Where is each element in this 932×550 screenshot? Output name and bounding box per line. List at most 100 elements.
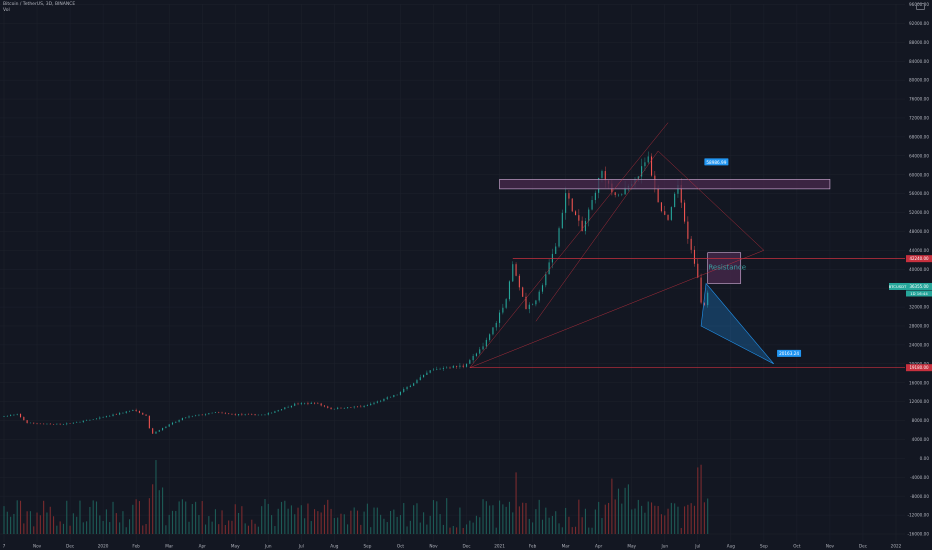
candle-body bbox=[221, 412, 223, 414]
time-tick-label: Oct bbox=[793, 544, 801, 549]
candle-body bbox=[62, 424, 65, 425]
volume-bar bbox=[274, 526, 276, 534]
volume-legend[interactable]: Vol bbox=[3, 8, 10, 13]
candle-body bbox=[3, 416, 5, 417]
volume-bar bbox=[198, 514, 200, 534]
price-tick-label: 16000.00 bbox=[909, 380, 929, 385]
wedge-line bbox=[657, 150, 765, 251]
candle-body bbox=[571, 198, 573, 212]
candle-body bbox=[195, 415, 197, 416]
candle-body bbox=[317, 403, 319, 405]
volume-bar bbox=[389, 510, 392, 534]
candle-body bbox=[53, 424, 55, 425]
volume-bar bbox=[621, 503, 623, 534]
candle-body bbox=[541, 285, 544, 292]
countdown-label: 1D 16:44 bbox=[910, 291, 928, 296]
candle-body bbox=[105, 416, 107, 418]
candle-body bbox=[211, 412, 213, 414]
volume-bar bbox=[333, 517, 335, 534]
price-badge: 19180.00 bbox=[909, 365, 929, 370]
time-tick-label: Mar bbox=[165, 544, 173, 549]
time-tick-label: Aug bbox=[727, 544, 736, 549]
candle-body bbox=[380, 400, 382, 402]
volume-bar bbox=[109, 522, 111, 534]
candle-body bbox=[584, 221, 587, 232]
volume-bar bbox=[343, 514, 345, 534]
volume-bar bbox=[363, 511, 365, 534]
candle-body bbox=[13, 414, 15, 416]
volume-bar bbox=[370, 527, 372, 534]
candle-body bbox=[446, 367, 448, 369]
volume-bar bbox=[502, 504, 504, 534]
candle-body bbox=[350, 407, 352, 408]
candle-body bbox=[323, 405, 326, 407]
price-tick-label: 32000.00 bbox=[909, 305, 929, 310]
volume-bar bbox=[376, 507, 378, 534]
time-tick-label: Apr bbox=[595, 544, 603, 549]
candle-body bbox=[19, 413, 22, 418]
volume-bar bbox=[142, 525, 144, 534]
price-tick-label: 80000.00 bbox=[909, 78, 929, 83]
price-tick-label: 12000.00 bbox=[909, 399, 929, 404]
volume-bar bbox=[383, 518, 385, 534]
candle-body bbox=[426, 372, 428, 375]
volume-bar bbox=[485, 501, 487, 534]
candle-body bbox=[39, 423, 41, 425]
volume-bar bbox=[132, 504, 134, 534]
candle-body bbox=[49, 423, 51, 425]
volume-bar bbox=[647, 501, 649, 534]
candle-body bbox=[508, 281, 511, 300]
candle-body bbox=[479, 349, 481, 354]
volume-bar bbox=[707, 498, 709, 534]
volume-bar bbox=[452, 525, 454, 534]
candle-body bbox=[56, 423, 58, 425]
candle-body bbox=[396, 394, 398, 396]
volume-bar bbox=[211, 521, 213, 534]
volume-bar bbox=[356, 510, 359, 534]
price-tick-label: 96000.00 bbox=[909, 2, 929, 7]
candle-body bbox=[264, 414, 266, 416]
candle-body bbox=[462, 365, 464, 367]
volume-bar bbox=[644, 512, 646, 534]
volume-bar bbox=[462, 527, 464, 534]
price-tick-label: 76000.00 bbox=[909, 97, 929, 102]
volume-bar bbox=[56, 525, 58, 534]
candle-body bbox=[201, 414, 203, 416]
chart-drawings: 58986.99 20163.24 Resistance bbox=[469, 122, 905, 369]
volume-bar bbox=[152, 484, 154, 534]
volume-bar bbox=[178, 501, 180, 534]
time-tick-label: Mar bbox=[562, 544, 570, 549]
chart-grid bbox=[0, 4, 905, 542]
candle-body bbox=[677, 184, 679, 194]
volume-bar bbox=[700, 464, 702, 534]
volume-bar bbox=[690, 503, 692, 534]
volume-bar bbox=[604, 504, 606, 534]
candle-body bbox=[551, 253, 553, 263]
price-tick-label: 68000.00 bbox=[909, 134, 929, 139]
volume-bar bbox=[657, 506, 659, 534]
volume-bar bbox=[313, 509, 316, 534]
volume-bar bbox=[423, 512, 425, 534]
volume-bar bbox=[6, 511, 8, 534]
symbol-title[interactable]: Bitcoin / TetherUS, 3D, BINANCE bbox=[3, 2, 76, 7]
time-tick-label: Feb bbox=[132, 544, 140, 549]
time-tick-label: Nov bbox=[429, 544, 438, 549]
candle-body bbox=[76, 422, 78, 423]
price-zone bbox=[707, 252, 742, 284]
volume-bar bbox=[72, 513, 74, 534]
time-axis: 7 Nov Dec 2020 Feb Mar Apr May Jun Jul Aug Sep Oct No… bbox=[3, 544, 902, 549]
candle-body bbox=[495, 322, 497, 328]
volume-bar bbox=[191, 503, 193, 534]
candle-body bbox=[459, 365, 461, 367]
candle-body bbox=[624, 187, 626, 195]
volume-bar bbox=[86, 521, 88, 534]
settings-icon[interactable] bbox=[916, 3, 925, 10]
volume-bar bbox=[76, 516, 78, 534]
candle-body bbox=[152, 428, 154, 434]
candle-body bbox=[482, 346, 484, 350]
volume-bar bbox=[49, 506, 51, 534]
volume-bar bbox=[224, 524, 226, 534]
volume-bar bbox=[627, 484, 629, 534]
volume-bar bbox=[409, 520, 411, 534]
